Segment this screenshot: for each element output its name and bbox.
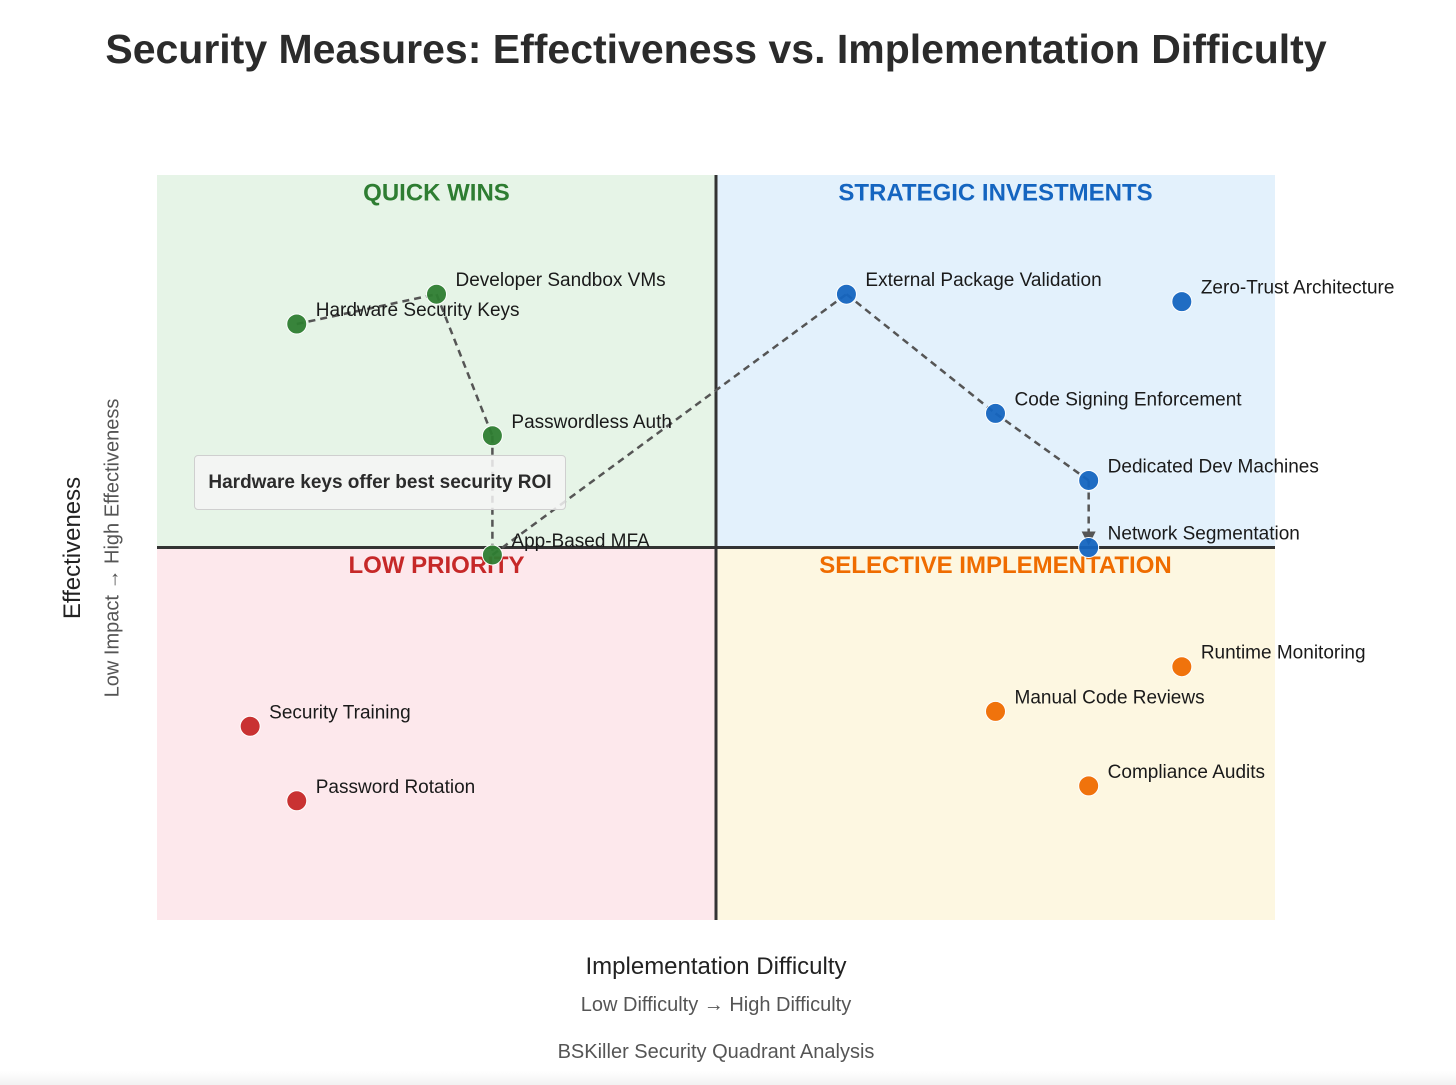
data-point (835, 283, 857, 305)
data-point (985, 700, 1006, 722)
point-label: Password Rotation (316, 777, 475, 798)
quadrant-bottom-right (716, 547, 1275, 920)
y-axis-label: Effectiveness (59, 476, 86, 620)
quadrant-title-top-left: QUICK WINS (363, 179, 510, 206)
point-label: Developer Sandbox VMs (456, 270, 666, 291)
point-label: External Package Validation (865, 270, 1101, 291)
quadrant-title-top-right: STRATEGIC INVESTMENTS (838, 179, 1152, 206)
y-axis-sublabel: Low Impact → High Effectiveness (101, 398, 124, 698)
data-point (1171, 291, 1193, 313)
data-point (1078, 469, 1100, 491)
data-point (286, 790, 308, 812)
point-label: Dedicated Dev Machines (1108, 456, 1319, 477)
x-axis-label: Implementation Difficulty (585, 953, 847, 980)
chart-title: Security Measures: Effectiveness vs. Imp… (105, 26, 1327, 72)
data-point (481, 425, 503, 447)
footer-caption: BSKiller Security Quadrant Analysis (557, 1041, 875, 1063)
roi-annotation: Hardware keys offer best security ROI (194, 455, 566, 510)
point-label: Compliance Audits (1108, 762, 1265, 783)
path-segment (491, 293, 848, 556)
quadrant-bottom-left (157, 547, 716, 920)
bottom-fade (0, 1071, 1456, 1085)
point-label: Zero-Trust Architecture (1201, 278, 1395, 299)
data-point (286, 313, 308, 335)
path-segment (845, 293, 997, 415)
quadrant-title-bottom-right: SELECTIVE IMPLEMENTATION (819, 552, 1171, 579)
point-label: Passwordless Auth (511, 412, 672, 433)
data-points (239, 283, 1193, 812)
point-label: Runtime Monitoring (1201, 643, 1366, 664)
data-point (426, 283, 447, 305)
data-point (481, 544, 503, 566)
data-point (1078, 537, 1100, 558)
data-point (239, 715, 261, 737)
data-point (1171, 656, 1193, 678)
trend-path (296, 292, 1096, 556)
data-point (1078, 775, 1100, 797)
point-labels: Hardware Security Keys Developer Sandbox … (269, 270, 1394, 798)
point-label: Security Training (269, 702, 411, 723)
point-label: App-Based MFA (511, 531, 650, 552)
quadrant-backgrounds (157, 175, 1275, 920)
point-label: Hardware Security Keys (316, 300, 520, 321)
point-label: Code Signing Enforcement (1015, 389, 1243, 410)
data-point (985, 402, 1006, 424)
x-axis-sublabel: Low Difficulty → High Difficulty (580, 994, 852, 1016)
point-label: Network Segmentation (1108, 524, 1300, 545)
point-label: Manual Code Reviews (1015, 687, 1205, 708)
path-segment (435, 293, 494, 437)
quadrant-top-right (716, 175, 1275, 548)
